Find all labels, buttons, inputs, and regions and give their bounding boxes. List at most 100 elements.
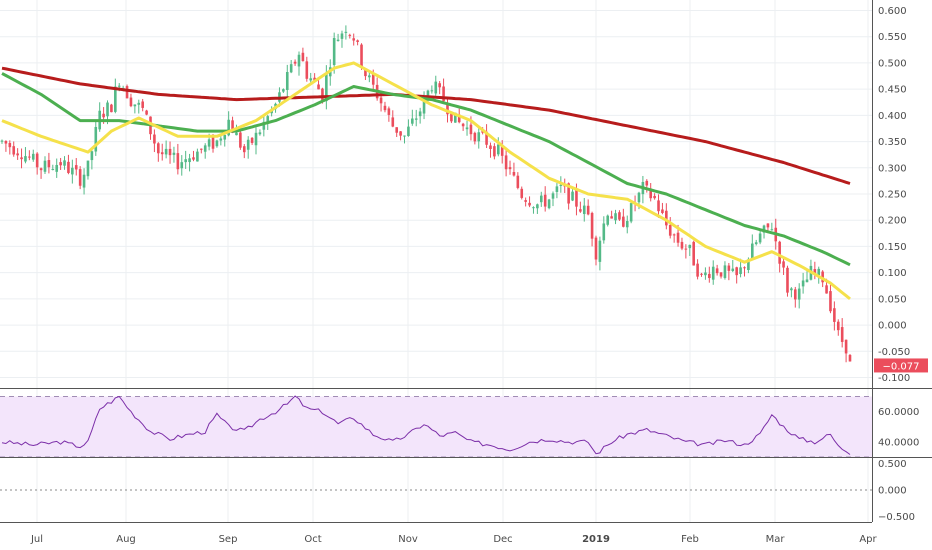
candle-body — [786, 267, 789, 293]
candle-body — [708, 273, 711, 279]
candle-body — [723, 265, 727, 278]
candle-body — [516, 175, 520, 188]
candle-body — [28, 156, 31, 158]
candle-body — [137, 102, 141, 105]
candle-body — [598, 240, 602, 262]
candle-body — [844, 339, 848, 354]
candle-body — [360, 44, 363, 67]
candle-body — [110, 104, 113, 113]
candle-body — [731, 268, 735, 271]
x-tick-label: Jul — [30, 534, 43, 545]
candle-body — [528, 202, 531, 206]
candle-body — [461, 123, 465, 127]
oscillator-band — [0, 396, 872, 457]
candle-body — [199, 148, 203, 150]
candle-body — [63, 160, 66, 166]
candle-body — [242, 146, 246, 153]
candle-body — [700, 273, 703, 275]
candle-body — [145, 110, 148, 115]
candle-body — [74, 165, 78, 170]
candle-body — [418, 111, 422, 117]
bottom-y-tick-label: −0.500 — [878, 512, 915, 523]
candle-body — [348, 34, 352, 36]
candle-body — [489, 145, 492, 150]
candle-body — [696, 263, 699, 277]
candle-body — [684, 248, 688, 250]
candle-body — [39, 168, 43, 171]
candle-body — [829, 291, 832, 312]
candle-body — [293, 61, 297, 64]
candle-body — [567, 183, 570, 204]
candle-body — [743, 267, 746, 269]
candle-body — [344, 31, 348, 33]
candle-body — [711, 266, 715, 280]
candle-body — [590, 212, 594, 239]
candle-body — [301, 52, 305, 62]
candle-body — [649, 188, 653, 199]
candle-body — [78, 169, 82, 186]
candle-body — [43, 160, 47, 172]
y-tick-label: 0.500 — [878, 58, 907, 69]
candle-body — [47, 160, 51, 168]
candle-body — [67, 161, 70, 173]
candle-body — [782, 261, 785, 268]
candle-body — [668, 224, 672, 236]
x-tick-label: Sep — [219, 534, 238, 545]
last-price-label: −0.077 — [882, 361, 919, 372]
candle-body — [133, 104, 137, 107]
candle-body — [254, 132, 258, 146]
candle-body — [317, 84, 320, 90]
x-tick-label: Mar — [766, 534, 786, 545]
candle-body — [657, 200, 660, 212]
candle-body — [833, 308, 836, 322]
ma-fast-line — [1, 61, 851, 301]
candle-body — [184, 159, 187, 163]
candle-body — [203, 145, 207, 152]
y-tick-label: 0.050 — [878, 294, 907, 305]
candle-body — [239, 132, 242, 148]
candle-body — [356, 40, 359, 42]
x-tick-label: Aug — [116, 534, 136, 545]
candle-body — [411, 118, 414, 124]
candle-body — [582, 205, 586, 215]
candle-body — [176, 153, 180, 170]
candle-body — [258, 132, 262, 135]
candle-body — [164, 148, 168, 155]
candle-body — [16, 153, 19, 156]
candle-body — [645, 180, 649, 186]
candle-body — [336, 39, 340, 42]
candle-body — [618, 212, 621, 220]
y-tick-label: 0.300 — [878, 163, 907, 174]
bottom-y-tick-label: 0.500 — [878, 459, 907, 470]
candle-body — [586, 205, 590, 215]
candle-body — [442, 86, 445, 102]
y-tick-label: -0.050 — [878, 347, 910, 358]
candle-body — [622, 216, 625, 227]
candle-body — [496, 144, 500, 155]
candle-body — [332, 37, 336, 66]
candle-body — [813, 269, 817, 274]
candle-body — [559, 184, 563, 186]
candle-body — [192, 157, 195, 160]
candle-body — [414, 118, 418, 120]
y-tick-label: 0.250 — [878, 190, 907, 201]
moving-averages — [1, 61, 851, 301]
x-tick-label: Nov — [398, 534, 418, 545]
candle-body — [289, 64, 293, 73]
candle-body — [524, 200, 527, 202]
candle-body — [59, 162, 62, 166]
candle-body — [422, 96, 426, 114]
candle-body — [125, 86, 129, 99]
candle-body — [727, 265, 731, 271]
candle-body — [754, 242, 758, 245]
candle-body — [555, 186, 559, 192]
candle-body — [153, 134, 156, 144]
candle-body — [8, 143, 12, 148]
candle-body — [465, 127, 469, 130]
y-tick-label: 0.000 — [878, 321, 907, 332]
candle-body — [250, 137, 254, 143]
candle-body — [188, 158, 191, 163]
candle-body — [520, 188, 524, 198]
candle-body — [141, 101, 144, 108]
